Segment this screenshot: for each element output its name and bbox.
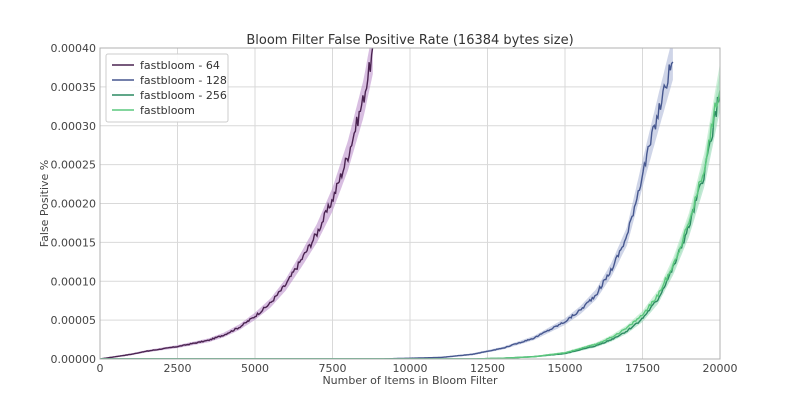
- x-tick-label: 0: [97, 362, 104, 375]
- y-axis-title: False Positive %: [38, 160, 51, 247]
- plot-frame: [99, 47, 721, 360]
- x-axis-ticks: 0 2500 5000 7500 10000 12500 15000 17500 20000: [97, 362, 738, 375]
- x-tick-label: 12500: [470, 362, 505, 375]
- x-tick-label: 17500: [625, 362, 660, 375]
- x-tick-label: 15000: [548, 362, 583, 375]
- x-tick-label: 10000: [393, 362, 428, 375]
- y-tick-label: 0.00000: [51, 353, 97, 366]
- y-axis-ticks: 0.00000 0.00005 0.00010 0.00015 0.00020 0.000…: [51, 42, 97, 366]
- legend: fastbloom - 64 fastbloom - 128 fastbloom -…: [105, 53, 229, 123]
- x-axis-title: Number of Items in Bloom Filter: [322, 374, 498, 387]
- y-tick-label: 0.00035: [51, 81, 97, 94]
- legend-label: fastbloom - 128: [140, 74, 227, 87]
- legend-label: fastbloom - 64: [140, 59, 220, 72]
- series-line: [100, 90, 720, 359]
- series-line: [100, 94, 720, 359]
- legend-label: fastbloom: [140, 104, 195, 117]
- y-tick-label: 0.00015: [51, 236, 97, 249]
- y-tick-label: 0.00020: [51, 198, 97, 211]
- y-tick-label: 0.00040: [51, 42, 97, 55]
- series-line: [100, 48, 374, 359]
- legend-box: [105, 53, 229, 123]
- x-tick-label: 5000: [241, 362, 269, 375]
- chart-title: Bloom Filter False Positive Rate (16384 …: [246, 33, 573, 48]
- x-tick-label: 2500: [164, 362, 192, 375]
- y-tick-label: 0.00005: [51, 314, 97, 327]
- legend-label: fastbloom - 256: [140, 89, 227, 102]
- y-tick-label: 0.00025: [51, 159, 97, 172]
- y-tick-label: 0.00030: [51, 120, 97, 133]
- x-tick-label: 7500: [319, 362, 347, 375]
- y-tick-label: 0.00010: [51, 275, 97, 288]
- x-tick-label: 20000: [703, 362, 738, 375]
